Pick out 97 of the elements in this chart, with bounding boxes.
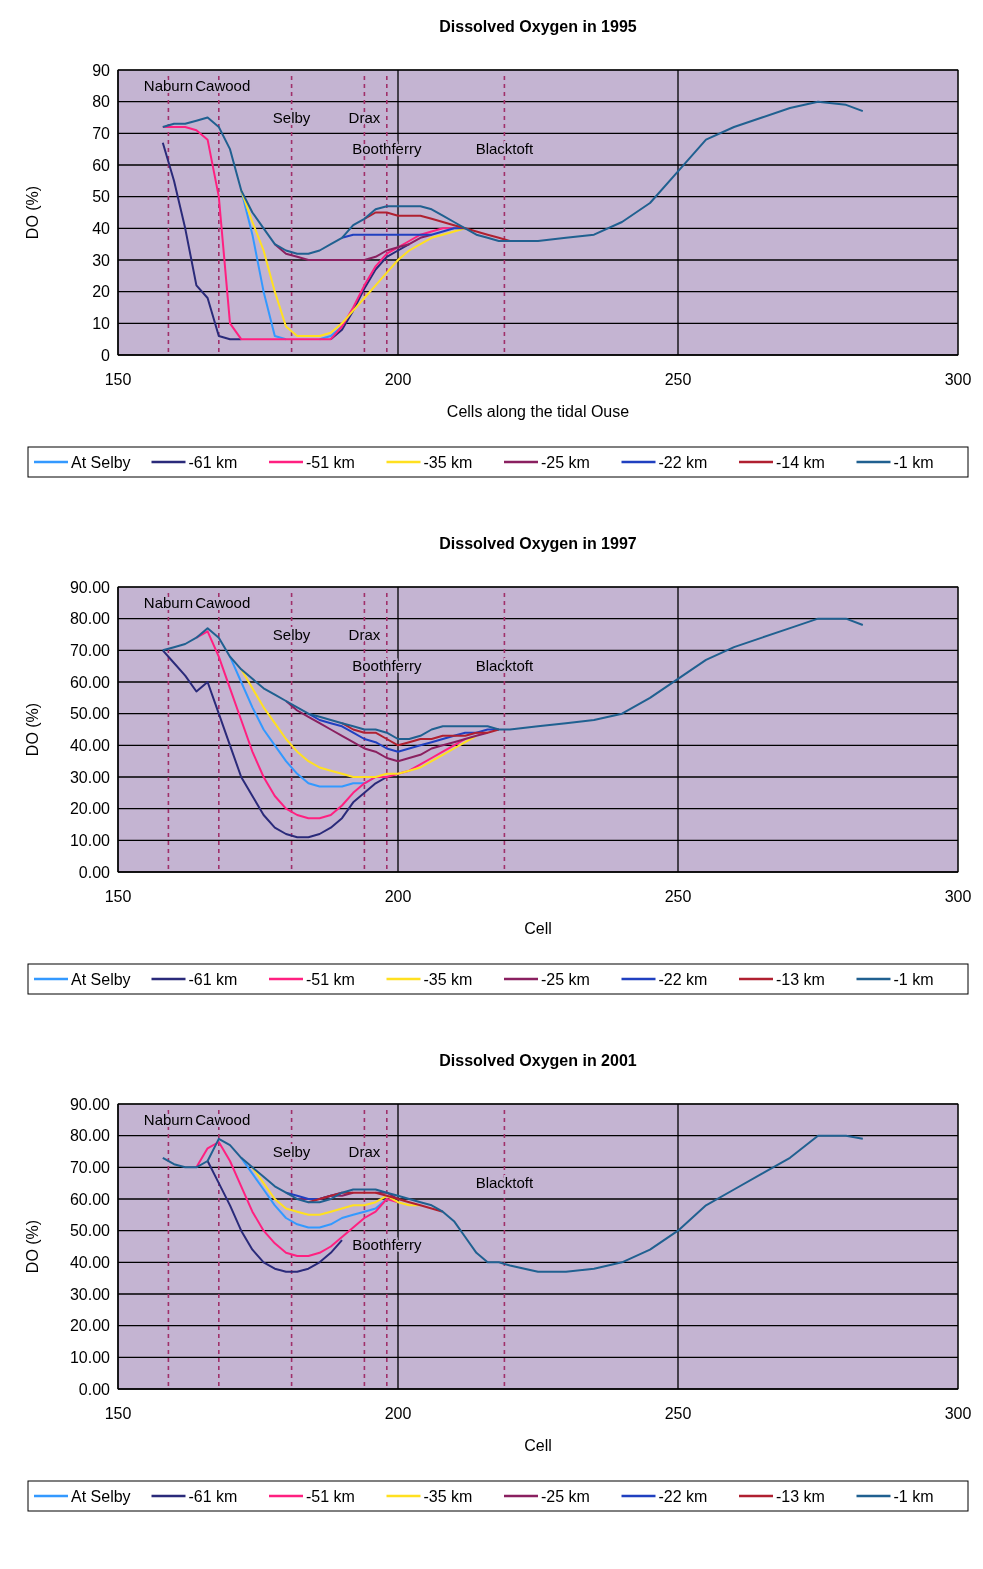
legend-label: -22 km [658, 970, 708, 988]
ref-line-label: Drax [348, 1142, 381, 1160]
ref-line-label: Selby [272, 108, 311, 126]
chart-title: Dissolved Oxygen in 1997 [439, 535, 637, 552]
y-tick-label: 50.00 [69, 705, 111, 723]
x-tick-label: 150 [104, 1405, 132, 1422]
ref-line-label: Cawood [195, 593, 251, 611]
ref-line-label: Selby [272, 1142, 311, 1160]
chart-title: Dissolved Oxygen in 1995 [439, 18, 637, 35]
line-series [363, 211, 511, 242]
y-tick-label: 0 [101, 346, 111, 364]
legend-label: -1 km [893, 1487, 934, 1505]
y-tick-label: 80.00 [69, 610, 111, 628]
y-tick-label: 20.00 [69, 800, 111, 818]
ref-line-label: Naburn [143, 1110, 193, 1128]
x-tick-label: 150 [104, 888, 132, 905]
legend-label: -61 km [188, 453, 238, 471]
x-tick-label: 250 [664, 1405, 692, 1422]
x-tick-label: 250 [664, 888, 692, 905]
x-axis-title: Cells along the tidal Ouse [446, 403, 630, 420]
ref-line-label: Drax [348, 108, 381, 126]
ref-line-label: Drax [348, 625, 381, 643]
y-tick-label: 70.00 [69, 1158, 111, 1176]
x-tick-label: 300 [944, 888, 972, 905]
y-axis-title: DO (%) [24, 185, 41, 240]
line-series [206, 1160, 343, 1273]
ref-line-label: Naburn [143, 76, 193, 94]
x-tick-label: 300 [944, 1405, 972, 1422]
y-tick-label: 40.00 [69, 1253, 111, 1271]
legend-label: -25 km [541, 1487, 590, 1505]
line-series [161, 1134, 864, 1273]
y-tick-label: 40.00 [69, 736, 111, 754]
line-series [161, 100, 864, 255]
legend-label: -25 km [541, 970, 590, 988]
y-tick-label: 50.00 [69, 1222, 111, 1240]
ref-line-label: Selby [272, 625, 311, 643]
legend-label: -13 km [776, 970, 825, 988]
legend-label: -51 km [306, 970, 355, 988]
y-tick-label: 50 [92, 188, 111, 206]
legend-label: -51 km [306, 453, 355, 471]
ref-line-label: Blacktoft [475, 1174, 534, 1192]
y-tick-label: 10.00 [69, 1348, 111, 1366]
legend-label: -35 km [423, 1487, 473, 1505]
line-series [195, 630, 467, 820]
x-tick-label: 200 [384, 888, 412, 905]
legend-label: At Selby [71, 453, 131, 471]
y-tick-label: 80 [92, 93, 111, 111]
y-tick-label: 10 [92, 314, 111, 332]
y-tick-label: 80.00 [69, 1127, 111, 1145]
legend-label: -14 km [776, 453, 825, 471]
ref-line-label: Naburn [143, 593, 193, 611]
y-tick-label: 90.00 [69, 1095, 111, 1113]
legend-label: -25 km [541, 453, 590, 471]
y-tick-label: 30 [92, 251, 111, 269]
legend-label: -61 km [188, 970, 238, 988]
legend-label: -35 km [423, 970, 473, 988]
y-tick-label: 30.00 [69, 768, 111, 786]
legend-label: -35 km [423, 453, 473, 471]
y-axis-title: DO (%) [24, 1219, 41, 1274]
legend-label: -1 km [893, 453, 934, 471]
line-series [161, 617, 864, 740]
ref-line-label: Cawood [195, 1110, 251, 1128]
legend-label: -13 km [776, 1487, 825, 1505]
y-tick-label: 0.00 [78, 1380, 111, 1398]
line-series [341, 722, 500, 747]
x-tick-label: 200 [384, 371, 412, 388]
y-tick-label: 20 [92, 283, 111, 301]
legend-label: At Selby [71, 1487, 131, 1505]
x-axis-title: Cell [524, 1437, 552, 1454]
ref-line-label: Blacktoft [475, 140, 534, 158]
legend-label: -51 km [306, 1487, 355, 1505]
y-tick-label: 70 [92, 124, 111, 142]
y-tick-label: 90 [92, 61, 111, 79]
legend-label: -22 km [658, 453, 708, 471]
y-tick-label: 30.00 [69, 1285, 111, 1303]
y-tick-label: 90.00 [69, 578, 111, 596]
ref-line-label: Cawood [195, 76, 251, 94]
x-tick-label: 150 [104, 371, 132, 388]
legend-label: -61 km [188, 1487, 238, 1505]
y-tick-label: 0.00 [78, 863, 111, 881]
chart-title: Dissolved Oxygen in 2001 [439, 1052, 637, 1069]
x-tick-label: 250 [664, 371, 692, 388]
y-axis-title: DO (%) [24, 702, 41, 757]
y-tick-label: 40 [92, 219, 111, 237]
y-tick-label: 20.00 [69, 1317, 111, 1335]
y-tick-label: 60.00 [69, 1190, 111, 1208]
y-tick-label: 60.00 [69, 673, 111, 691]
x-axis-title: Cell [524, 920, 552, 937]
legend-label: -1 km [893, 970, 934, 988]
y-tick-label: 10.00 [69, 831, 111, 849]
x-tick-label: 300 [944, 371, 972, 388]
legend-label: -22 km [658, 1487, 708, 1505]
y-tick-label: 60 [92, 156, 111, 174]
x-tick-label: 200 [384, 1405, 412, 1422]
ref-line-label: Blacktoft [475, 657, 534, 675]
y-tick-label: 70.00 [69, 641, 111, 659]
legend-label: At Selby [71, 970, 131, 988]
